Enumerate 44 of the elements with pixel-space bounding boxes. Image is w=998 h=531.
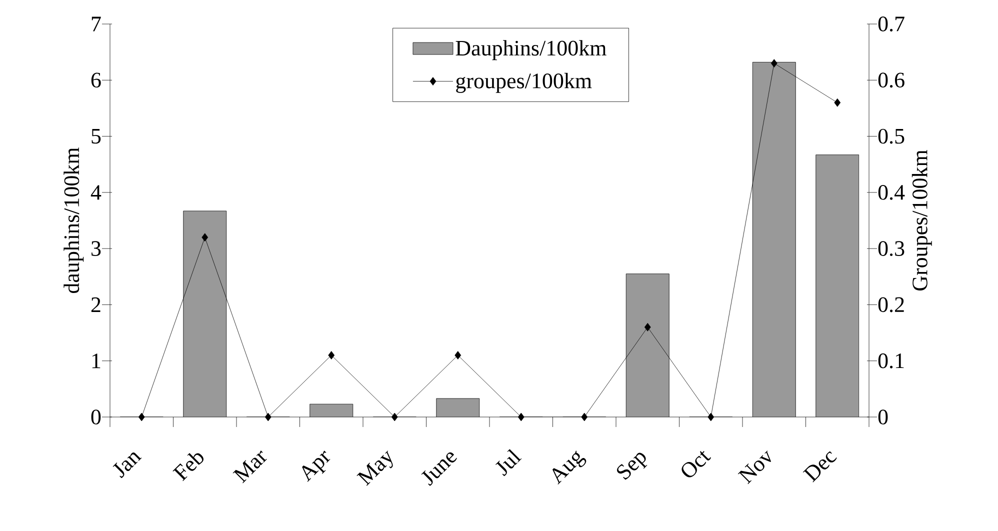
point (644, 322, 651, 332)
point (708, 412, 714, 422)
y-tick-label: 3 (92, 241, 101, 256)
x-tick-label: Jul (495, 449, 522, 476)
legend-label: groupes/100km (456, 72, 592, 93)
y2-tick-label: 0.3 (878, 241, 904, 256)
point (138, 412, 145, 422)
y-tick-label: 1 (92, 354, 100, 368)
point (391, 412, 398, 422)
y2-tick-label: 0.2 (878, 297, 904, 312)
y-tick-label: 7 (92, 16, 101, 32)
point (518, 412, 524, 422)
y-axis-title: dauphins/100km (64, 148, 84, 294)
point (454, 351, 462, 360)
y2-tick-label: 0.5 (878, 128, 904, 144)
x-tick-label: Oct (682, 451, 711, 478)
x-tick-label: Aug (552, 450, 586, 484)
x-tick-label: May (356, 450, 393, 486)
x-tick-label: Feb (172, 453, 204, 482)
point (328, 351, 335, 360)
point (770, 59, 778, 68)
y-tick-label: 2 (91, 297, 100, 312)
point (581, 412, 588, 422)
x-tick-label: June (421, 452, 457, 486)
y-tick-label: 6 (91, 72, 101, 88)
y-tick-label: 0 (91, 410, 101, 424)
y-tick-label: 4 (90, 185, 102, 200)
y2-tick-label: 0 (878, 410, 888, 424)
y2-axis-title: Groupes/100km (912, 150, 932, 290)
x-tick-label: Jan (112, 452, 142, 478)
point (834, 98, 841, 107)
x-tick-label: Apr (302, 450, 330, 482)
y-tick-label: 5 (92, 128, 101, 144)
y2-tick-label: 0.4 (878, 184, 905, 200)
x-tick-label: Mar (232, 450, 267, 484)
y2-tick-label: 0.6 (878, 72, 904, 88)
y2-tick-label: 0.7 (878, 16, 904, 32)
legend-label: Dauphins/100km (456, 40, 606, 60)
point (202, 233, 208, 242)
y2-tick-label: 0.1 (878, 353, 904, 368)
point (264, 412, 272, 422)
x-tick-label: Dec (802, 451, 837, 482)
x-tick-label: Nov (738, 450, 772, 484)
x-tick-label: Sep (616, 452, 648, 480)
